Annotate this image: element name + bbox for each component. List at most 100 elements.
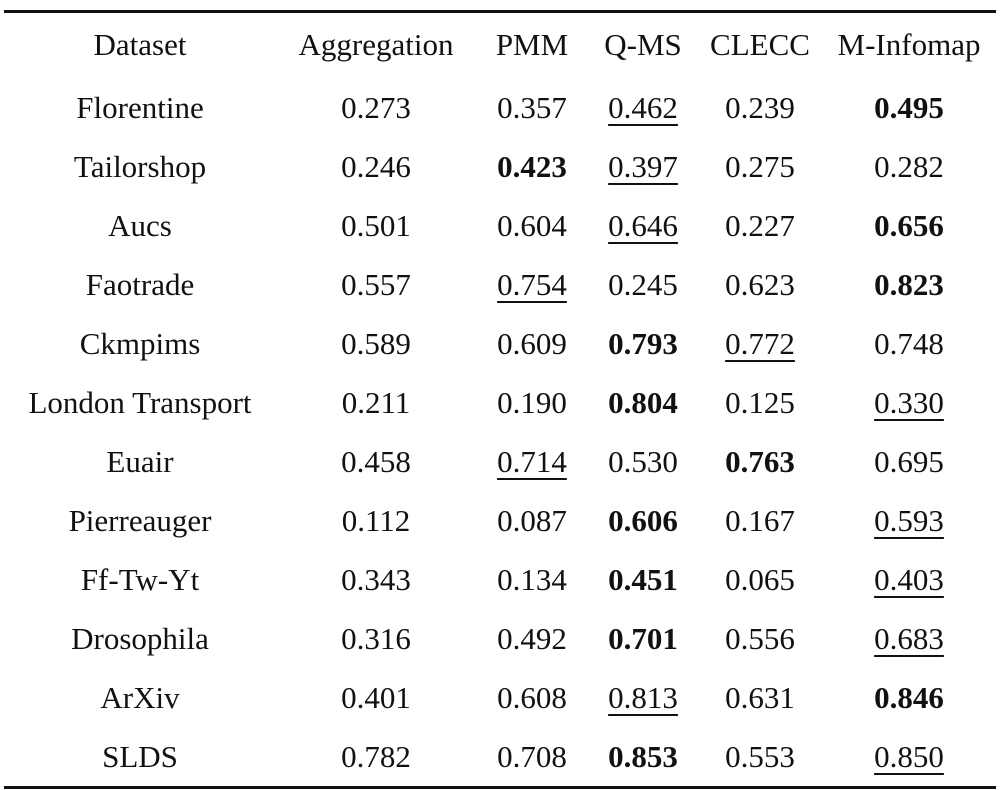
results-table: Dataset Aggregation PMM Q-MS CLECC M-Inf…: [4, 13, 996, 786]
cell-m-infomap: 0.495: [822, 76, 996, 137]
bottom-rule: [4, 786, 996, 789]
cell-aggregation: 0.589: [276, 314, 476, 373]
cell-value: 0.695: [874, 443, 944, 479]
cell-clecc: 0.227: [698, 196, 822, 255]
cell-value: 0.608: [497, 679, 567, 715]
cell-dataset: SLDS: [102, 738, 178, 774]
table-row: London Transport 0.211 0.190 0.804 0.125 0.33…: [4, 373, 996, 432]
cell-pmm: 0.608: [476, 668, 588, 727]
cell-value: 0.609: [497, 325, 567, 361]
cell-value: 0.604: [497, 207, 567, 243]
cell-dataset: Florentine: [76, 89, 204, 125]
cell-q-ms: 0.462: [588, 76, 698, 137]
cell-aggregation: 0.246: [276, 137, 476, 196]
table-row: ArXiv 0.401 0.608 0.813 0.631 0.846: [4, 668, 996, 727]
header-m-infomap: M-Infomap: [837, 26, 981, 62]
cell-value: 0.557: [341, 266, 411, 302]
cell-aggregation: 0.458: [276, 432, 476, 491]
cell-q-ms: 0.804: [588, 373, 698, 432]
cell-q-ms: 0.813: [588, 668, 698, 727]
cell-value: 0.239: [725, 89, 795, 125]
cell-value: 0.330: [874, 384, 944, 420]
cell-value: 0.190: [497, 384, 567, 420]
cell-value: 0.246: [341, 148, 411, 184]
cell-value: 0.850: [874, 738, 944, 774]
cell-value: 0.423: [497, 148, 567, 184]
cell-value: 0.403: [874, 561, 944, 597]
cell-value: 0.556: [725, 620, 795, 656]
cell-m-infomap: 0.593: [822, 491, 996, 550]
cell-m-infomap: 0.282: [822, 137, 996, 196]
cell-dataset: ArXiv: [100, 679, 180, 715]
cell-value: 0.211: [341, 384, 411, 420]
cell-clecc: 0.553: [698, 727, 822, 786]
cell-pmm: 0.492: [476, 609, 588, 668]
table-body: Florentine 0.273 0.357 0.462 0.239 0.495 Tailo…: [4, 76, 996, 786]
cell-dataset: Ff-Tw-Yt: [80, 561, 200, 597]
cell-pmm: 0.714: [476, 432, 588, 491]
cell-dataset: Aucs: [108, 207, 172, 243]
cell-pmm: 0.134: [476, 550, 588, 609]
cell-value: 0.397: [608, 148, 678, 184]
cell-value: 0.112: [341, 502, 411, 538]
cell-value: 0.782: [341, 738, 411, 774]
cell-value: 0.357: [497, 89, 567, 125]
cell-clecc: 0.167: [698, 491, 822, 550]
table-row: Tailorshop 0.246 0.423 0.397 0.275 0.282: [4, 137, 996, 196]
cell-m-infomap: 0.850: [822, 727, 996, 786]
table-row: Faotrade 0.557 0.754 0.245 0.623 0.823: [4, 255, 996, 314]
cell-value: 0.813: [608, 679, 678, 715]
cell-value: 0.553: [725, 738, 795, 774]
header-q-ms: Q-MS: [604, 26, 682, 62]
cell-value: 0.245: [608, 266, 678, 302]
cell-pmm: 0.708: [476, 727, 588, 786]
cell-value: 0.793: [608, 325, 678, 361]
header-row: Dataset Aggregation PMM Q-MS CLECC M-Inf…: [4, 13, 996, 76]
cell-q-ms: 0.853: [588, 727, 698, 786]
table-row: Florentine 0.273 0.357 0.462 0.239 0.495: [4, 76, 996, 137]
cell-value: 0.804: [608, 384, 678, 420]
cell-m-infomap: 0.823: [822, 255, 996, 314]
cell-aggregation: 0.782: [276, 727, 476, 786]
cell-value: 0.458: [341, 443, 411, 479]
cell-q-ms: 0.701: [588, 609, 698, 668]
header-pmm: PMM: [495, 26, 569, 62]
cell-dataset: Pierreauger: [68, 502, 212, 538]
cell-aggregation: 0.211: [276, 373, 476, 432]
cell-aggregation: 0.557: [276, 255, 476, 314]
cell-value: 0.606: [608, 502, 678, 538]
cell-value: 0.701: [608, 620, 678, 656]
cell-q-ms: 0.451: [588, 550, 698, 609]
cell-m-infomap: 0.846: [822, 668, 996, 727]
cell-dataset: Ckmpims: [79, 325, 201, 361]
cell-m-infomap: 0.656: [822, 196, 996, 255]
cell-dataset: London Transport: [28, 384, 252, 420]
cell-value: 0.273: [341, 89, 411, 125]
cell-value: 0.772: [725, 325, 795, 361]
cell-value: 0.623: [725, 266, 795, 302]
cell-value: 0.282: [874, 148, 944, 184]
cell-value: 0.683: [874, 620, 944, 656]
cell-dataset: Tailorshop: [73, 148, 207, 184]
cell-value: 0.065: [725, 561, 795, 597]
cell-clecc: 0.125: [698, 373, 822, 432]
table-row: Ff-Tw-Yt 0.343 0.134 0.451 0.065 0.403: [4, 550, 996, 609]
cell-dataset: Euair: [106, 443, 174, 479]
cell-value: 0.125: [725, 384, 795, 420]
cell-pmm: 0.754: [476, 255, 588, 314]
header-aggregation: Aggregation: [298, 26, 454, 62]
cell-value: 0.134: [497, 561, 567, 597]
cell-dataset: Faotrade: [85, 266, 195, 302]
cell-q-ms: 0.606: [588, 491, 698, 550]
cell-clecc: 0.772: [698, 314, 822, 373]
cell-aggregation: 0.401: [276, 668, 476, 727]
table-row: SLDS 0.782 0.708 0.853 0.553 0.850: [4, 727, 996, 786]
cell-q-ms: 0.397: [588, 137, 698, 196]
table-header: Dataset Aggregation PMM Q-MS CLECC M-Inf…: [4, 13, 996, 76]
cell-clecc: 0.065: [698, 550, 822, 609]
table-row: Euair 0.458 0.714 0.530 0.763 0.695: [4, 432, 996, 491]
cell-m-infomap: 0.695: [822, 432, 996, 491]
cell-value: 0.593: [874, 502, 944, 538]
header-clecc: CLECC: [710, 26, 810, 62]
cell-value: 0.631: [725, 679, 795, 715]
